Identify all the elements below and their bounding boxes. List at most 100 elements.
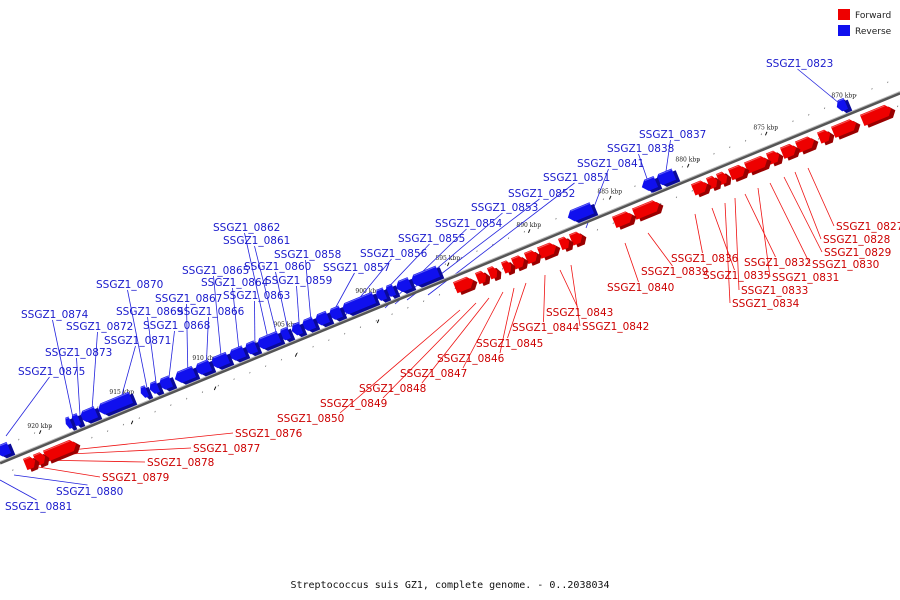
- minor-tick: [444, 263, 447, 266]
- gene-label: SSGZ1_0846: [437, 353, 505, 365]
- leader-line: [711, 207, 735, 271]
- leader-line: [570, 264, 581, 327]
- minor-tick: [507, 237, 510, 240]
- tick-label: 915 kbp: [109, 389, 134, 396]
- leader-line: [119, 345, 136, 403]
- leader-line: [127, 289, 149, 394]
- gene-label: SSGZ1_0860: [244, 261, 311, 273]
- gene-label: SSGZ1_0868: [143, 320, 210, 332]
- forward-gene-arrow: [690, 180, 712, 198]
- reverse-gene-arrow: [79, 406, 103, 424]
- major-tick: [213, 386, 217, 391]
- major-tick: [38, 430, 42, 435]
- forward-gene-arrow: [631, 200, 664, 222]
- forward-gene-arrow: [486, 266, 502, 282]
- minor-tick: [697, 159, 699, 162]
- gene-label: SSGZ1_0840: [607, 282, 674, 294]
- leader-line: [254, 245, 280, 345]
- minor-tick: [539, 224, 541, 227]
- minor-tick: [729, 146, 731, 149]
- gene-label: SSGZ1_0870: [96, 279, 163, 291]
- reverse-gene-arrow: [65, 416, 78, 431]
- leader-line: [13, 474, 88, 486]
- forward-gene-arrow: [727, 164, 750, 182]
- minor-tick: [375, 319, 377, 322]
- gene-label: SSGZ1_0839: [641, 266, 708, 278]
- forward-gene-arrow: [32, 452, 50, 468]
- minor-tick: [18, 438, 20, 441]
- reverse-gene-arrow: [655, 168, 681, 187]
- reverse-gene-arrow: [158, 375, 178, 392]
- major-tick: [294, 353, 298, 357]
- forward-gene-arrow: [859, 104, 896, 128]
- tick-label: 870 kbp: [831, 92, 856, 99]
- legend-reverse-swatch: [838, 25, 850, 36]
- tick-label: 885 kbp: [597, 188, 622, 195]
- leader-line: [807, 167, 835, 227]
- reverse-gene-arrow: [341, 291, 381, 316]
- gene-label: SSGZ1_0842: [582, 321, 649, 333]
- reverse-gene-arrow: [301, 316, 321, 333]
- reverse-gene-arrow: [97, 391, 138, 417]
- forward-gene-arrow: [500, 260, 516, 276]
- gene-label: SSGZ1_0862: [213, 222, 280, 234]
- reverse-gene-arrow: [0, 441, 16, 459]
- gene-label: SSGZ1_0847: [400, 368, 467, 380]
- genome-backbone-highlight: [0, 91, 900, 462]
- minor-tick: [343, 332, 346, 335]
- gene-label: SSGZ1_0827: [836, 221, 900, 233]
- minor-tick: [855, 94, 857, 97]
- gene-label: SSGZ1_0830: [812, 259, 879, 271]
- forward-gene-arrow: [715, 171, 732, 187]
- gene-label: SSGZ1_0853: [471, 202, 538, 214]
- leader-line: [744, 193, 776, 258]
- leader-line: [794, 171, 822, 240]
- minor-tick: [249, 371, 251, 374]
- reverse-gene-arrow: [228, 345, 251, 363]
- gene-label: SSGZ1_0823: [766, 58, 833, 70]
- leader-line: [724, 202, 731, 304]
- minor-tick: [49, 425, 52, 428]
- gene-label: SSGZ1_0876: [235, 428, 303, 440]
- reverse-gene-arrow: [410, 265, 445, 288]
- gene-label: SSGZ1_0849: [320, 398, 387, 410]
- reverse-gene-arrow: [244, 340, 263, 357]
- gene-label: SSGZ1_0838: [607, 143, 674, 155]
- gene-label: SSGZ1_0858: [274, 249, 341, 261]
- gene-label: SSGZ1_0837: [639, 129, 706, 141]
- minor-tick: [438, 293, 441, 296]
- major-tick: [376, 319, 380, 324]
- gene-label: SSGZ1_0864: [201, 277, 269, 289]
- minor-tick: [681, 165, 684, 168]
- forward-gene-arrow: [557, 236, 574, 252]
- minor-tick: [744, 139, 747, 142]
- minor-tick: [97, 406, 99, 408]
- gene-label: SSGZ1_0848: [359, 383, 426, 395]
- minor-tick: [201, 391, 204, 394]
- minor-tick: [391, 313, 393, 316]
- minor-tick: [280, 358, 283, 361]
- leader-line: [559, 269, 578, 308]
- leader-line: [769, 182, 811, 265]
- legend: Forward Reverse: [838, 9, 892, 37]
- gene-label: SSGZ1_0845: [476, 338, 543, 350]
- minor-tick: [91, 436, 93, 439]
- gene-label: SSGZ1_0852: [508, 188, 575, 200]
- gene-label: SSGZ1_0843: [546, 307, 613, 319]
- minor-tick: [185, 397, 188, 400]
- minor-tick: [602, 198, 605, 201]
- leader-line: [462, 291, 504, 369]
- minor-tick: [359, 326, 362, 329]
- gene-label: SSGZ1_0869: [116, 306, 183, 318]
- forward-gene-arrow: [830, 119, 861, 140]
- major-tick: [608, 195, 612, 200]
- minor-tick: [122, 423, 125, 426]
- minor-tick: [634, 185, 636, 188]
- minor-tick: [896, 105, 899, 108]
- reverse-gene-arrow: [279, 326, 296, 343]
- gene-label: SSGZ1_0878: [147, 457, 214, 469]
- forward-gene-arrow: [816, 129, 835, 146]
- gene-label: SSGZ1_0865: [182, 265, 249, 277]
- minor-tick: [887, 81, 889, 84]
